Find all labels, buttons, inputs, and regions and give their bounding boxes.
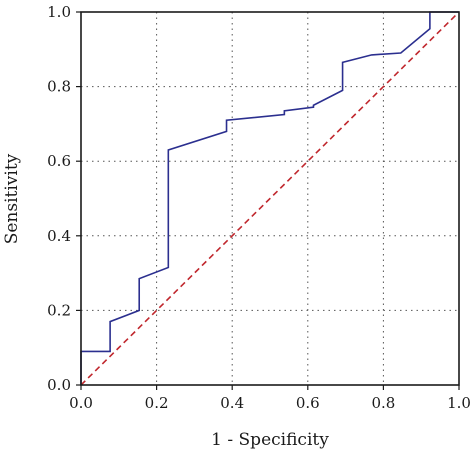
series-lines	[80, 11, 460, 386]
y-tick-label: 0.4	[47, 227, 71, 245]
y-tick-label: 0.8	[47, 78, 71, 96]
x-tick-label: 0.2	[145, 394, 169, 412]
x-tick-label: 0.6	[296, 394, 320, 412]
x-axis-label: 1 - Specificity	[211, 430, 329, 450]
y-tick-label: 1.0	[47, 3, 71, 21]
roc-curve-line	[80, 11, 459, 385]
x-tick-label: 0.0	[69, 394, 93, 412]
x-tick-label: 1.0	[447, 394, 471, 412]
axis-ticks: 0.0 0.2 0.4 0.6 0.8 1.0 0.0 0.2 0.4 0.6 0.8 1.0	[47, 3, 471, 412]
y-tick-label: 0.0	[47, 376, 71, 394]
x-tick-label: 0.8	[371, 394, 395, 412]
plot-frame	[80, 11, 460, 386]
x-tick-label: 0.4	[220, 394, 244, 412]
y-axis-label: Sensitivity	[2, 153, 22, 244]
reference-diagonal-line	[80, 11, 460, 386]
y-tick-label: 0.6	[47, 152, 71, 170]
y-tick-label: 0.2	[47, 301, 71, 319]
